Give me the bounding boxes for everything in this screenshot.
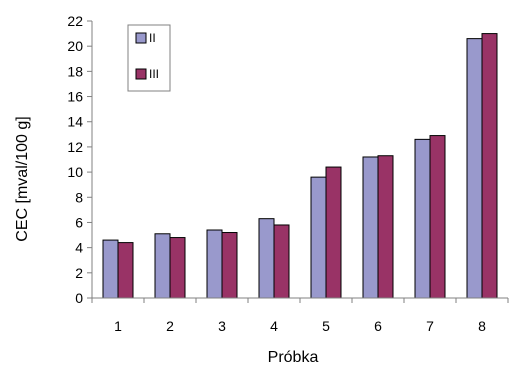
legend-label-ii: II bbox=[149, 31, 156, 45]
y-tick-label: 16 bbox=[67, 89, 83, 105]
bar-ii-2 bbox=[154, 233, 171, 299]
bar-iii-1 bbox=[117, 242, 134, 299]
y-tick-label: 14 bbox=[67, 114, 83, 130]
legend-swatch-ii bbox=[135, 32, 147, 44]
x-axis-title: Próbka bbox=[268, 349, 319, 366]
y-tick-label: 4 bbox=[75, 240, 83, 256]
legend-swatch-iii bbox=[135, 68, 147, 80]
x-axis-ticks: 1 2 3 4 5 6 7 8 bbox=[91, 298, 509, 334]
y-axis-ticks: 0 2 4 6 8 10 12 14 16 18 20 22 bbox=[67, 13, 92, 306]
bar-ii-8 bbox=[466, 38, 483, 299]
bar-ii-1 bbox=[102, 239, 119, 299]
bar-iii-5 bbox=[325, 166, 342, 299]
bar-iii-4 bbox=[273, 224, 290, 299]
bar-ii-6 bbox=[362, 156, 379, 299]
x-tick-label: 7 bbox=[426, 318, 434, 334]
y-axis-title: CEC [mval/100 g] bbox=[14, 116, 31, 241]
y-tick-label: 12 bbox=[67, 139, 83, 155]
y-tick-label: 0 bbox=[75, 290, 83, 306]
y-tick-label: 2 bbox=[75, 265, 83, 281]
legend-box bbox=[127, 24, 171, 92]
y-tick-label: 20 bbox=[67, 38, 83, 54]
x-tick-label: 6 bbox=[374, 318, 382, 334]
bar-ii-7 bbox=[414, 138, 431, 299]
y-tick-label: 8 bbox=[75, 189, 83, 205]
x-tick-label: 8 bbox=[478, 318, 486, 334]
bar-iii-2 bbox=[169, 237, 186, 299]
y-tick-label: 18 bbox=[67, 63, 83, 79]
y-tick-label: 6 bbox=[75, 214, 83, 230]
legend-label-iii: III bbox=[149, 67, 159, 81]
bar-ii-4 bbox=[258, 218, 275, 299]
x-tick-label: 3 bbox=[218, 318, 226, 334]
bar-iii-3 bbox=[221, 232, 238, 299]
x-tick-label: 2 bbox=[166, 318, 174, 334]
x-tick-label: 4 bbox=[270, 318, 278, 334]
y-tick-label: 10 bbox=[67, 164, 83, 180]
bar-ii-3 bbox=[206, 229, 223, 299]
x-tick-label: 1 bbox=[114, 318, 122, 334]
bar-iii-6 bbox=[377, 155, 394, 299]
x-tick-label: 5 bbox=[322, 318, 330, 334]
bar-iii-8 bbox=[481, 33, 498, 299]
bar-ii-5 bbox=[310, 176, 327, 299]
bar-iii-7 bbox=[429, 135, 446, 299]
y-tick-label: 22 bbox=[67, 13, 83, 29]
